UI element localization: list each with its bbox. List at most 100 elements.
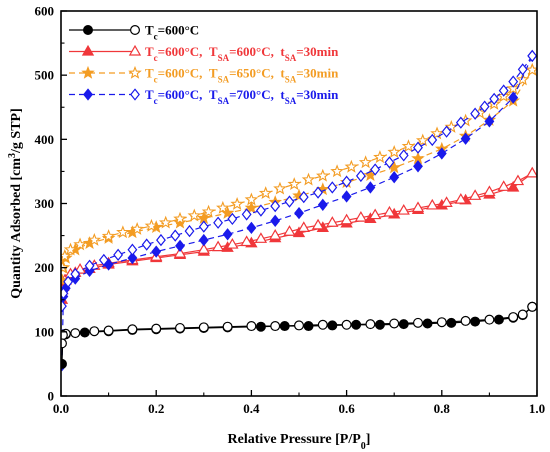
x-tick-label: 0.6	[338, 401, 355, 416]
legend-label: Tc=600°C, TSA=600°C, tSA=30min	[145, 44, 339, 63]
series-4-desorption-point	[384, 156, 395, 169]
series-3-desorption-point	[230, 197, 244, 210]
series-2-desorption-point	[368, 208, 382, 220]
series-4-desorption-point	[508, 75, 519, 88]
series-3-desorption-point	[116, 225, 130, 239]
series-1-desorption-point	[508, 312, 519, 323]
series-2-desorption-point	[526, 166, 537, 178]
series-1-desorption-point	[460, 315, 471, 326]
series-4-adsorption-point	[246, 221, 257, 235]
series-3-desorption-point	[158, 215, 173, 229]
series-3-desorption-point	[316, 168, 330, 182]
legend-label: Tc=600°C, TSA=650°C, tSA=30min	[145, 66, 339, 85]
series-4-desorption-point	[70, 267, 81, 281]
series-1-adsorption-point	[279, 321, 290, 332]
series-1-desorption-point	[61, 338, 67, 349]
series-layer	[61, 49, 537, 372]
x-tick-label: 0.0	[53, 401, 69, 416]
legend-marker-open	[130, 25, 141, 36]
series-4-desorption-point	[63, 275, 74, 288]
series-3-adsorption-point	[173, 215, 187, 229]
series-4-desorption-point	[479, 100, 490, 113]
series-1-adsorption-point	[327, 320, 338, 331]
series-2-desorption-point	[311, 218, 325, 230]
series-3-desorption-point	[101, 229, 116, 242]
series-1-desorption-point	[270, 321, 281, 332]
series-3-desorption-point	[506, 81, 520, 95]
series-3-desorption-point	[430, 126, 444, 140]
series-3-desorption-point	[187, 208, 202, 222]
legend-marker-open	[128, 44, 142, 56]
series-4-adsorption-point	[389, 171, 400, 184]
series-4-desorption-point	[227, 212, 238, 226]
series-4-adsorption-point	[127, 251, 138, 265]
series-1-adsorption-point	[493, 314, 504, 325]
series-2-desorption-point	[411, 201, 425, 213]
series-4-adsorption-point	[270, 214, 281, 227]
series-2-desorption-point	[226, 237, 239, 249]
legend-item-1: Tc=600°C	[69, 23, 199, 42]
series-1	[61, 301, 537, 369]
series-3-desorption-point	[515, 72, 530, 86]
axes: 0.0 0.2 0.4 0.6 0.8 1.0 0 100 200 300 400 500 600	[35, 4, 546, 417]
legend-marker-filled	[81, 65, 95, 79]
legend-marker-open	[128, 65, 142, 79]
series-2-desorption-point	[326, 216, 339, 227]
series-4-desorption-point	[398, 149, 409, 162]
series-2-desorption-point	[426, 198, 439, 210]
series-3-desorption-point	[387, 145, 401, 158]
series-3-desorption-point	[63, 242, 78, 256]
series-2-desorption-point	[297, 221, 310, 232]
series-4-adsorption-point	[222, 228, 233, 241]
series-1-desorption-point	[70, 328, 81, 339]
series-2-adsorption-point	[292, 226, 306, 238]
series-4-desorption-point	[455, 116, 466, 129]
y-tick-label: 100	[35, 324, 55, 339]
series-3-desorption-point	[415, 133, 430, 147]
series-4-desorption-point	[113, 248, 124, 261]
series-2-desorption-point	[383, 205, 396, 217]
series-2-adsorption-point	[507, 180, 520, 192]
series-3-desorption-point	[130, 222, 144, 235]
series-3-desorption-point	[287, 177, 302, 191]
series-3-desorption-point	[330, 164, 344, 178]
series-1-desorption-point	[294, 320, 305, 331]
series-4-desorption-point	[355, 169, 366, 183]
series-4-desorption-point	[61, 287, 69, 300]
legend-item-4: Tc=600°C, TSA=700°C, tSA=30min	[69, 87, 339, 106]
series-3-desorption-point	[344, 159, 359, 173]
series-4-desorption-point	[327, 181, 338, 194]
legend-marker-filled	[81, 44, 95, 56]
series-4-desorption-point	[84, 259, 95, 272]
series-1-adsorption-point	[303, 321, 314, 332]
series-2-desorption-point	[269, 228, 282, 240]
series-4-desorption-point	[241, 208, 252, 221]
series-4-desorption-point	[127, 243, 138, 256]
series-1-desorption-point	[484, 314, 495, 325]
series-1-adsorption-point	[398, 319, 409, 330]
series-3-desorption-point	[201, 204, 216, 218]
series-4-desorption-point	[255, 204, 266, 217]
legend: Tc=600°C Tc=600°C, TSA=600°C, tSA=30min Tc…	[69, 23, 339, 106]
series-3-desorption-point	[373, 150, 387, 164]
series-4-desorption-point	[498, 84, 509, 97]
series-1-desorption-point	[246, 321, 257, 332]
series-1-desorption-point	[89, 326, 100, 337]
legend-item-2: Tc=600°C, TSA=600°C, tSA=30min	[69, 44, 339, 63]
series-4-adsorption-point	[460, 132, 471, 145]
legend-marker-filled	[83, 88, 93, 101]
series-4-adsorption-point	[198, 233, 209, 247]
series-4-adsorption-point	[151, 245, 162, 258]
series-4-adsorption-point	[508, 91, 519, 104]
series-4-adsorption-point	[175, 239, 185, 253]
series-1-adsorption-point	[422, 318, 433, 329]
series-4-adsorption-point	[317, 198, 328, 211]
series-2-desorption-point	[197, 243, 210, 254]
series-4-desorption-point	[270, 199, 281, 213]
series-3-desorption-point	[87, 232, 102, 246]
series-4-desorption-point	[98, 253, 109, 267]
series-4-desorption-point	[427, 133, 438, 147]
y-tick-label: 500	[35, 68, 55, 83]
series-1-desorption-point	[436, 317, 447, 328]
series-2-desorption-point	[497, 180, 510, 191]
